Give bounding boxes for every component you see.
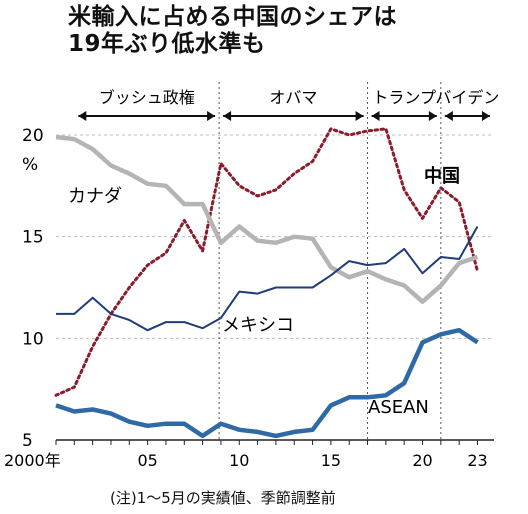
- era-arrow-right: [207, 111, 216, 121]
- era-label: トランプ: [372, 88, 436, 107]
- title-line-1: 米輸入に占める中国のシェアは: [68, 4, 397, 30]
- series-label-china: 中国: [424, 165, 460, 187]
- era-arrow-right: [355, 111, 364, 121]
- era-bands: ブッシュ政権 オバマ トランプ バイデン: [78, 82, 499, 440]
- x-tick-label: 15: [321, 451, 341, 470]
- era-label: ブッシュ政権: [99, 88, 195, 107]
- era-arrow-right: [482, 111, 490, 121]
- era-arrow-right: [428, 111, 437, 121]
- series-line-asean: [55, 327, 479, 439]
- era-arrow-left: [371, 111, 380, 121]
- series-line-china: [54, 127, 479, 397]
- series-line-mexico: [56, 226, 479, 332]
- chart-title: 米輸入に占める中国のシェアは 19年ぶり低水準も: [68, 4, 508, 58]
- title-line-2: 19年ぶり低水準も: [68, 31, 266, 57]
- chart-note: (注)1～5月の実績値、季節調整前: [110, 489, 336, 507]
- series-labels: 中国 カナダ メキシコ ASEAN: [68, 165, 460, 418]
- x-axis: 2000年 05 10 15 20 23: [4, 440, 488, 470]
- y-tick-label: 15: [22, 228, 44, 248]
- x-tick-label: 10: [229, 451, 249, 470]
- x-tick-label: 2000年: [4, 451, 61, 470]
- y-axis-unit: %: [22, 155, 38, 175]
- series-label-mexico: メキシコ: [222, 315, 294, 336]
- series-label-canada: カナダ: [68, 186, 122, 207]
- x-tick-label: 05: [137, 451, 157, 470]
- era-arrow-left: [78, 111, 87, 121]
- x-tick-label: 23: [467, 451, 487, 470]
- series-label-asean: ASEAN: [368, 397, 429, 418]
- y-tick-label: 20: [22, 126, 44, 146]
- era-arrow-left: [223, 111, 232, 121]
- era-label: バイデン: [435, 88, 499, 107]
- era-label: オバマ: [269, 88, 317, 107]
- series-lines: [54, 127, 479, 439]
- y-axis: % 20 15 10 5: [22, 126, 44, 451]
- era-arrow-left: [444, 111, 453, 121]
- x-tick-label: 20: [412, 451, 432, 470]
- y-tick-label: 5: [22, 431, 33, 451]
- series-line-canada: [55, 134, 479, 304]
- y-tick-label: 10: [22, 329, 44, 349]
